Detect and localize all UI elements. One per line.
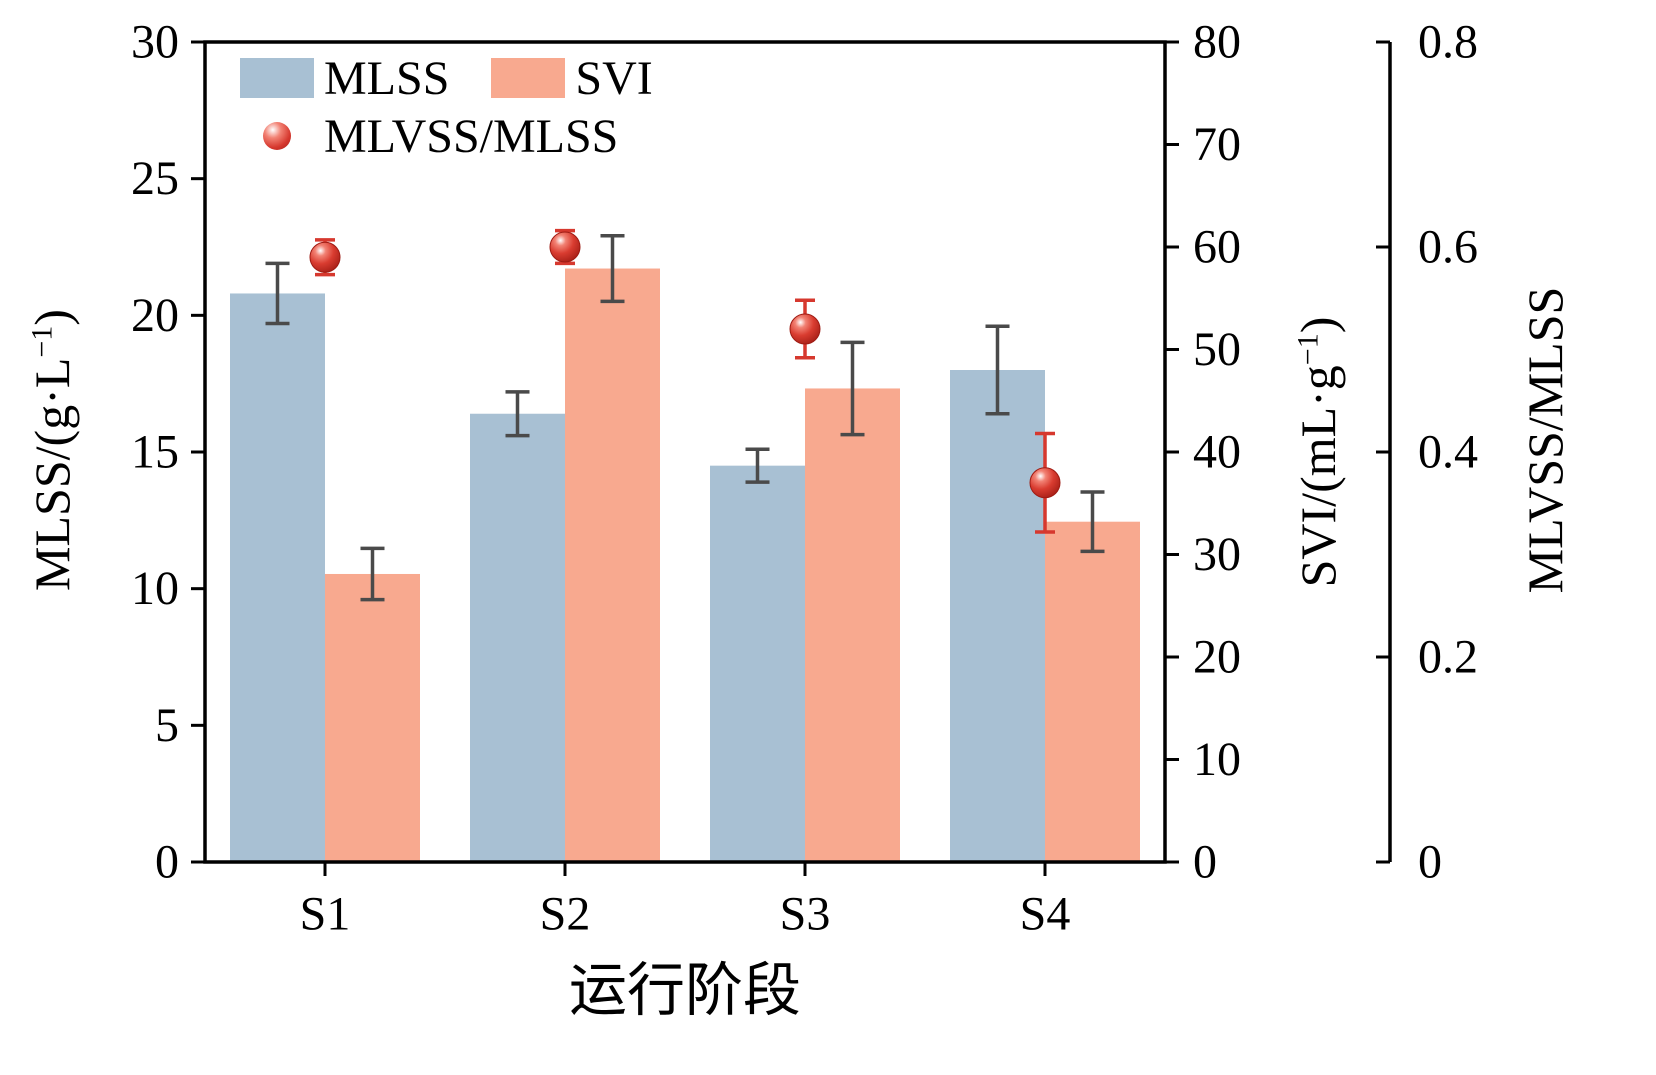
point-MLVSS/MLSS-S4 [1029,467,1061,499]
points-mlvss-ratio [309,228,1061,534]
ratio-axis-title: MLVSS/MLSS [1516,287,1574,594]
tick-label: 25 [131,152,179,205]
x-axis-title: 运行阶段 [568,958,802,1023]
left-axis-title-sup: −1 [25,325,59,358]
legend-row-2: MLVSS/MLSS [240,108,653,164]
left-axis-title: MLSS/(g·L−1) [23,309,81,591]
tick-label: 5 [155,699,179,752]
bar-SVI-S2 [565,268,660,862]
mlss-legend-label: MLSS [324,51,450,105]
tick-label: 0.4 [1418,426,1478,479]
bar-SVI-S1 [325,573,420,862]
bar-MLSS-S4 [950,370,1045,862]
mlvss-legend-label: MLVSS/MLSS [324,109,619,163]
tick-label: 10 [131,562,179,615]
svi-legend-label: SVI [575,51,653,105]
tick-label: 40 [1193,426,1241,479]
legend-item-svi: SVI [491,51,653,106]
tick-label: 30 [1193,528,1241,581]
tick-label: 0.2 [1418,631,1478,684]
left-axis-title-text: MLSS/(g·L [24,357,80,591]
legend: MLSS SVI MLVSS/MLSS [240,50,653,164]
tick-label: 50 [1193,323,1241,376]
tick-label: S1 [300,888,351,941]
tick-label: S3 [780,888,831,941]
legend-item-mlss: MLSS [240,51,449,106]
errorbars-SVI [360,233,1105,602]
tick-label: 0 [1418,836,1442,889]
ratio-axis-title-text: MLVSS/MLSS [1517,286,1573,594]
tick-label: S2 [540,888,591,941]
tick-label: 80 [1193,16,1241,69]
bar-SVI-S3 [805,388,900,862]
tick-label: 20 [131,289,179,342]
tick-label: 60 [1193,221,1241,274]
tick-label: 30 [131,16,179,69]
mlss-legend-swatch [240,58,314,98]
tick-label: 15 [131,426,179,479]
tick-label: 20 [1193,631,1241,684]
bar-MLSS-S3 [710,465,805,862]
axis-ticks: 0 5 10 15 20 25 30 0 10 20 30 40 50 60 70 80 0 0.2 0.4 0.6 0… [131,16,1478,941]
legend-row-1: MLSS SVI [240,50,653,106]
svi-axis-title-close: ) [1290,316,1346,334]
svi-axis-title: SVI/(mL·g−1) [1289,317,1347,588]
tick-label: 10 [1193,733,1241,786]
tick-label: S4 [1020,888,1071,941]
point-MLVSS/MLSS-S1 [309,241,341,273]
bars-SVI [325,268,1140,862]
legend-item-mlvss: MLVSS/MLSS [240,109,618,164]
tick-label: 0 [1193,836,1217,889]
mlvss-legend-marker-icon [263,122,291,150]
bar-MLSS-S1 [230,293,325,862]
bar-MLSS-S2 [470,413,565,862]
svi-axis-title-text: SVI/(mL·g [1290,365,1346,588]
svi-axis-title-sup: −1 [1291,333,1325,366]
errorbars-MLSS [265,261,1010,484]
svi-legend-swatch [491,58,566,98]
tick-label: 70 [1193,118,1241,171]
bar-SVI-S4 [1045,521,1140,862]
tick-label: 0.6 [1418,221,1478,274]
tick-label: 0.8 [1418,16,1478,69]
left-axis-title-close: ) [24,309,80,326]
tick-label: 0 [155,836,179,889]
point-MLVSS/MLSS-S2 [549,231,581,263]
bars-MLSS [230,293,1045,862]
point-MLVSS/MLSS-S3 [789,313,821,345]
